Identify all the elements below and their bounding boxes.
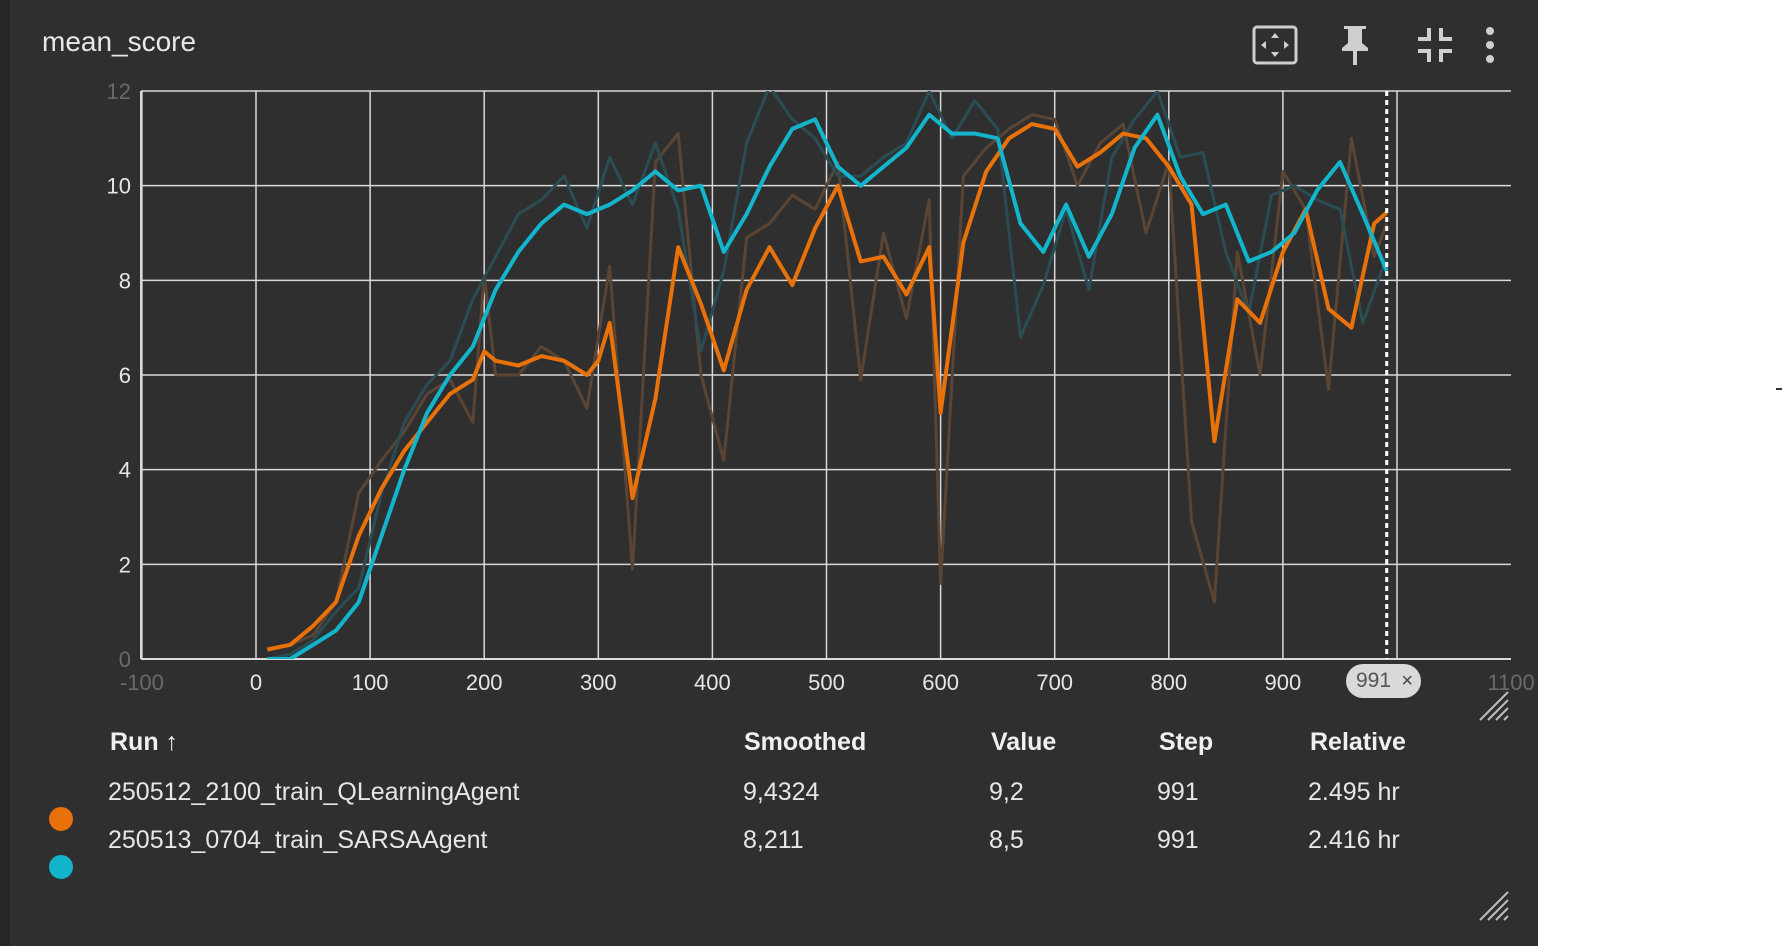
run-name: 250513_0704_train_SARSAAgent <box>108 826 488 854</box>
card-edge <box>0 0 10 946</box>
x-tick-label: 100 <box>352 670 389 695</box>
x-tick-label: 200 <box>466 670 503 695</box>
y-tick-label: 0 <box>119 647 131 672</box>
y-tick-label: 4 <box>119 458 131 483</box>
x-tick-label: 800 <box>1150 670 1187 695</box>
fit-domain-icon <box>1252 25 1298 65</box>
series-raw-line <box>267 91 1389 659</box>
value: 8,5 <box>989 826 1024 854</box>
smoothed-value: 8,211 <box>743 826 804 854</box>
column-header-step[interactable]: Step <box>1159 728 1214 756</box>
y-tick-label: 8 <box>119 268 131 293</box>
value: 9,2 <box>989 778 1024 806</box>
series-smoothed-line <box>266 122 1389 652</box>
x-tick-label: -100 <box>120 670 164 695</box>
run-color-swatch[interactable] <box>49 855 73 879</box>
resize-handle-icon[interactable] <box>1478 890 1510 922</box>
collapse-icon <box>1418 28 1452 62</box>
step: 991 <box>1157 826 1199 854</box>
x-tick-label: 900 <box>1265 670 1302 695</box>
column-header-smoothed[interactable]: Smoothed <box>744 728 867 756</box>
x-tick-label: 300 <box>580 670 617 695</box>
column-header-value[interactable]: Value <box>991 728 1057 756</box>
series-smoothed-line <box>267 112 1389 659</box>
chart-title: mean_score <box>42 26 197 57</box>
close-icon[interactable]: × <box>1401 670 1413 692</box>
x-tick-label: 0 <box>250 670 262 695</box>
y-tick-label: 10 <box>107 174 131 199</box>
column-header-relative[interactable]: Relative <box>1310 728 1406 756</box>
x-tick-label: 600 <box>922 670 959 695</box>
fit-domain-button[interactable] <box>1250 20 1300 70</box>
smoothed-value: 9,4324 <box>743 778 820 806</box>
run-name: 250512_2100_train_QLearningAgent <box>108 778 520 806</box>
more-options-button[interactable] <box>1465 20 1515 70</box>
x-tick-label: 700 <box>1036 670 1073 695</box>
x-tick-label: 1100 <box>1487 670 1534 695</box>
run-color-swatch[interactable] <box>49 807 73 831</box>
page-edge-mark <box>1776 388 1782 390</box>
pin-button[interactable] <box>1330 20 1380 70</box>
pin-icon <box>1342 26 1368 65</box>
resize-handle-icon[interactable] <box>1478 690 1510 722</box>
x-tick-label: 400 <box>694 670 731 695</box>
step-marker-chip[interactable]: 991 × <box>1346 664 1421 698</box>
column-header-run[interactable]: Run ↑ <box>110 728 179 756</box>
relative-time: 2.495 hr <box>1308 778 1400 806</box>
relative-time: 2.416 hr <box>1308 826 1400 854</box>
line-chart[interactable]: -100010020030040050060070080090010001100… <box>0 0 1538 720</box>
x-tick-label: 500 <box>808 670 845 695</box>
step-marker-label: 991 <box>1356 669 1392 692</box>
chart-card: mean_score -100 0 100 200 300 400 500 <box>0 0 1538 946</box>
y-tick-label: 12 <box>107 79 131 104</box>
y-tick-label: 6 <box>119 363 131 388</box>
more-vert-icon <box>1486 27 1494 63</box>
y-tick-label: 2 <box>119 552 131 577</box>
collapse-button[interactable] <box>1410 20 1460 70</box>
step: 991 <box>1157 778 1199 806</box>
series-raw-line <box>267 113 1389 651</box>
